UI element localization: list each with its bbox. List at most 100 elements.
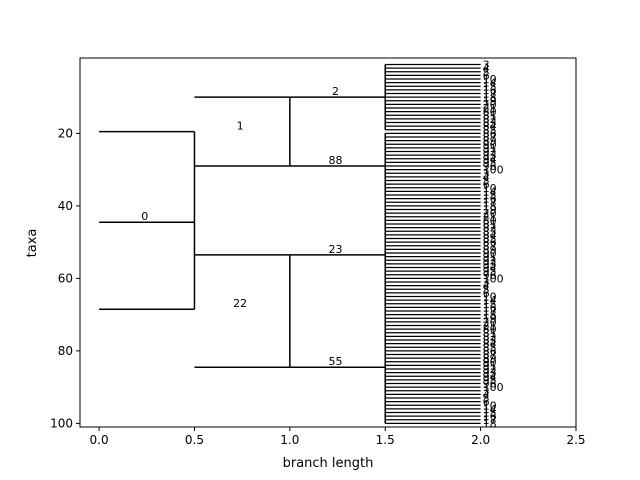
- leaf-label: 16: [483, 84, 497, 97]
- leaf-label: 81: [483, 327, 497, 340]
- leaf-label: 15: [483, 407, 497, 420]
- leaf-label: 96: [483, 160, 497, 173]
- x-axis-ticks: 0.0 0.5 1.0 1.5 2.0 2.5: [90, 427, 586, 447]
- leaf-label: 14: [483, 403, 497, 416]
- leaf-label: 3: [483, 59, 490, 72]
- leaf-label: 18: [483, 309, 497, 322]
- leaf-label: 14: [483, 185, 497, 198]
- leaf-label: 91: [483, 142, 497, 155]
- leaf-label: 6: [483, 396, 490, 409]
- leaf-label: 82: [483, 330, 497, 343]
- leaf-label: 89: [483, 135, 497, 148]
- leaf-label: 3: [483, 276, 490, 289]
- leaf-label: 100: [483, 272, 504, 285]
- leaf-label: 15: [483, 189, 497, 202]
- leaf-label: 87: [483, 240, 497, 253]
- leaf-label: 20: [483, 98, 497, 111]
- y-axis-ticks: 20 40 60 80 100: [50, 126, 80, 430]
- leaf-label: 6: [483, 287, 490, 300]
- leaf-label: 100: [483, 164, 504, 177]
- leaf-label: 5: [483, 175, 490, 188]
- leaf-label: 18: [483, 91, 497, 104]
- leaf-label: 94: [483, 262, 497, 275]
- leaf-label: 95: [483, 156, 497, 169]
- x-tick-label: 1.0: [280, 433, 299, 447]
- leaf-label: 5: [483, 283, 490, 296]
- leaf-label: 16: [483, 193, 497, 206]
- leaf-label: 91: [483, 359, 497, 372]
- leaf-label: 3: [483, 385, 490, 398]
- leaf-label: 16: [483, 301, 497, 314]
- node-label: 2: [332, 85, 339, 98]
- leaf-label: 91: [483, 251, 497, 264]
- leaf-label: 92: [483, 146, 497, 159]
- leaf-label: 14: [483, 294, 497, 307]
- leaf-label: 10: [483, 73, 497, 86]
- leaf-label: 96: [483, 378, 497, 391]
- leaf-label: 21: [483, 211, 497, 224]
- leaf-label: 86: [483, 345, 497, 358]
- leaf-label: 87: [483, 349, 497, 362]
- leaf-label: 86: [483, 127, 497, 140]
- leaf-label: 20: [483, 207, 497, 220]
- leaf-label: 84: [483, 120, 497, 133]
- leaf-label: 18: [483, 200, 497, 213]
- node-label: 88: [329, 154, 343, 167]
- y-tick-label: 20: [58, 126, 73, 140]
- x-tick-label: 2.5: [566, 433, 585, 447]
- x-tick-label: 0.5: [185, 433, 204, 447]
- leaf-label: 10: [483, 399, 497, 412]
- x-tick-label: 0.0: [90, 433, 109, 447]
- leaf-label: 19: [483, 95, 497, 108]
- leaf-label: 83: [483, 334, 497, 347]
- leaf-label: 80: [483, 106, 497, 119]
- leaf-label: 14: [483, 77, 497, 90]
- leaf-label: 4: [483, 280, 490, 293]
- leaf-label: 6: [483, 69, 490, 82]
- x-tick-label: 1.5: [376, 433, 395, 447]
- leaf-label: 17: [483, 88, 497, 101]
- leaf-label: 20: [483, 316, 497, 329]
- leaf-label: 19: [483, 312, 497, 325]
- axes-layer: [79, 57, 577, 428]
- leaf-label: 3: [483, 167, 490, 180]
- leaf-label: 80: [483, 214, 497, 227]
- leaf-label: 5: [483, 66, 490, 79]
- leaf-label: 94: [483, 370, 497, 383]
- node-label: 22: [233, 297, 247, 310]
- leaf-label: 17: [483, 414, 497, 427]
- leaf-label: 81: [483, 218, 497, 231]
- leaf-label: 15: [483, 298, 497, 311]
- leaf-label: 90: [483, 356, 497, 369]
- leaf-label: 15: [483, 80, 497, 93]
- x-axis-label: branch length: [283, 456, 374, 471]
- leaf-label: 95: [483, 374, 497, 387]
- leaf-label: 6: [483, 178, 490, 191]
- leaf-label: 82: [483, 113, 497, 126]
- leaf-label: 5: [483, 392, 490, 405]
- node-label: 1: [237, 120, 244, 133]
- plot-frame: [79, 57, 577, 428]
- node-label: 0: [141, 210, 148, 223]
- leaf-label: 85: [483, 233, 497, 246]
- leaf-label: 83: [483, 117, 497, 130]
- x-tick-label: 2.0: [471, 433, 490, 447]
- leaf-label: 92: [483, 254, 497, 267]
- leaf-label: 93: [483, 367, 497, 380]
- leaf-label: 21: [483, 320, 497, 333]
- leaf-label: 93: [483, 149, 497, 162]
- leaf-label: 10: [483, 291, 497, 304]
- leaf-label: 81: [483, 109, 497, 122]
- leaf-label: 90: [483, 247, 497, 260]
- leaf-label: 92: [483, 363, 497, 376]
- leaf-label: 89: [483, 352, 497, 365]
- leaf-label: 100: [483, 381, 504, 394]
- leaf-label: 85: [483, 341, 497, 354]
- leaf-label: 89: [483, 243, 497, 256]
- leaf-label: 86: [483, 236, 497, 249]
- leaf-label: 83: [483, 225, 497, 238]
- leaf-label: 90: [483, 138, 497, 151]
- leaf-label: 85: [483, 124, 497, 137]
- node-label: 55: [329, 355, 343, 368]
